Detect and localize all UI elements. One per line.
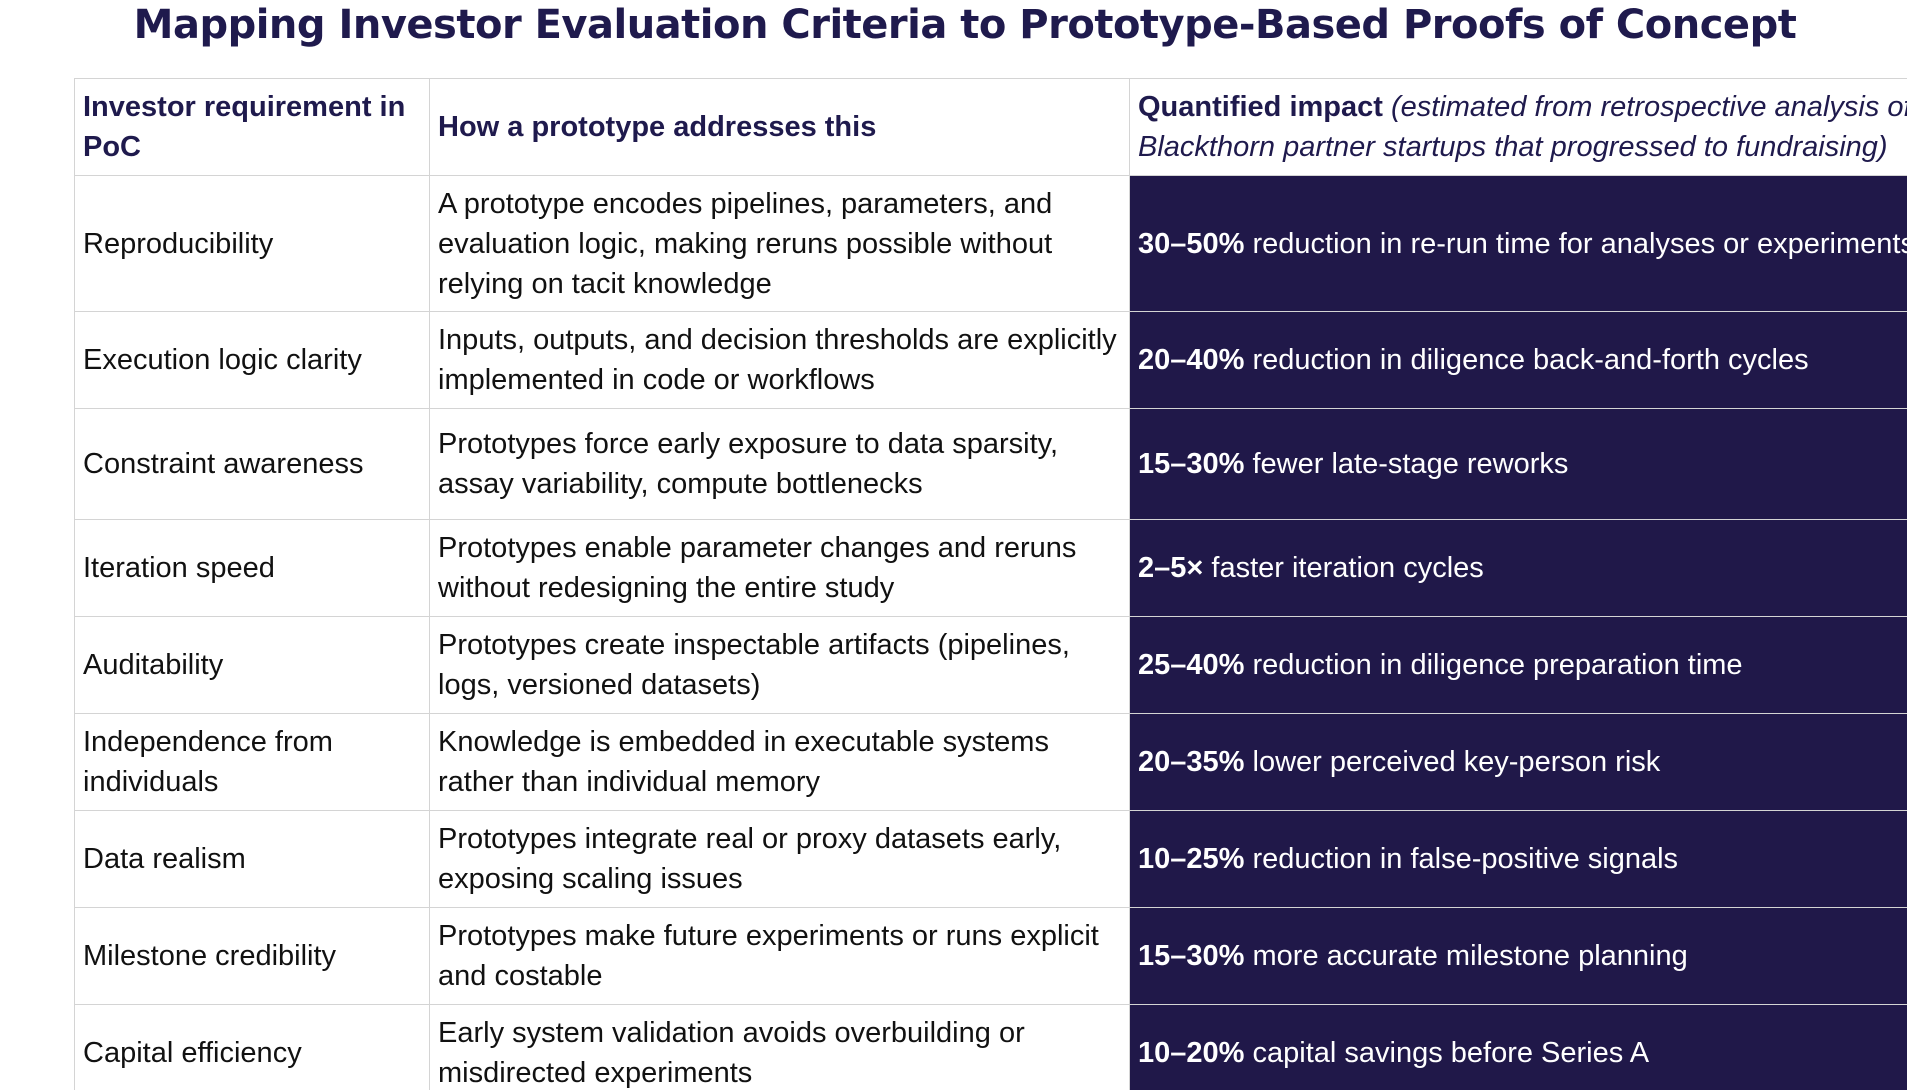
requirement-cell: Iteration speed [74, 519, 430, 617]
impact-value: 15–30% [1138, 940, 1245, 972]
impact-text: reduction in false-positive signals [1244, 843, 1679, 875]
table-row: Milestone credibility Prototypes make fu… [74, 907, 1907, 1005]
impact-cell: 20–40% reduction in diligence back-and-f… [1129, 311, 1907, 409]
header-how: How a prototype addresses this [429, 78, 1130, 176]
header-requirement: Investor requirement in PoC [74, 78, 430, 176]
impact-text: faster iteration cycles [1203, 552, 1484, 584]
impact-text: fewer late-stage reworks [1244, 448, 1569, 480]
page-title: Mapping Investor Evaluation Criteria to … [133, 2, 1797, 48]
how-cell: Prototypes enable parameter changes and … [429, 519, 1130, 617]
table-row: Iteration speed Prototypes enable parame… [74, 519, 1907, 617]
impact-text: lower perceived key-person risk [1244, 746, 1661, 778]
impact-cell: 15–30% fewer late-stage reworks [1129, 408, 1907, 520]
impact-cell: 2–5× faster iteration cycles [1129, 519, 1907, 617]
impact-cell: 10–20% capital savings before Series A [1129, 1004, 1907, 1090]
header-impact-note-1: (estimated from retrospective analysis o… [1390, 91, 1907, 123]
impact-cell: 30–50% reduction in re-run time for anal… [1129, 175, 1907, 312]
header-impact: Quantified impact (estimated from retros… [1129, 78, 1907, 176]
impact-value: 25–40% [1138, 649, 1245, 681]
table-row: Data realism Prototypes integrate real o… [74, 810, 1907, 908]
requirement-cell: Constraint awareness [74, 408, 430, 520]
header-impact-line2: Blackthorn partner startups that progres… [1138, 127, 1907, 167]
impact-text: capital savings before Series A [1244, 1037, 1650, 1069]
table-row: Independence from individuals Knowledge … [74, 713, 1907, 811]
impact-value: 10–20% [1138, 1037, 1245, 1069]
table-row: Capital efficiency Early system validati… [74, 1004, 1907, 1090]
criteria-table: Investor requirement in PoC How a protot… [74, 78, 1907, 1090]
requirement-cell: Milestone credibility [74, 907, 430, 1005]
impact-cell: 25–40% reduction in diligence preparatio… [1129, 616, 1907, 714]
table-header-row: Investor requirement in PoC How a protot… [74, 78, 1907, 176]
impact-value: 30–50% [1138, 227, 1245, 260]
how-cell: Prototypes make future experiments or ru… [429, 907, 1130, 1005]
header-impact-bold: Quantified impact [1138, 91, 1383, 123]
how-cell: Knowledge is embedded in executable syst… [429, 713, 1130, 811]
table-row: Auditability Prototypes create inspectab… [74, 616, 1907, 714]
how-cell: Prototypes integrate real or proxy datas… [429, 810, 1130, 908]
how-cell: Early system validation avoids overbuild… [429, 1004, 1130, 1090]
impact-cell: 15–30% more accurate milestone planning [1129, 907, 1907, 1005]
impact-cell: 20–35% lower perceived key-person risk [1129, 713, 1907, 811]
how-cell: Inputs, outputs, and decision thresholds… [429, 311, 1130, 409]
header-impact-note-2: Blackthorn partner startups that progres… [1138, 131, 1888, 163]
impact-text: reduction in re-run time for analyses or… [1244, 227, 1907, 260]
impact-value: 2–5× [1138, 552, 1204, 584]
impact-text: more accurate milestone planning [1244, 940, 1688, 972]
requirement-cell: Reproducibility [74, 175, 430, 312]
table-row: Execution logic clarity Inputs, outputs,… [74, 311, 1907, 409]
impact-value: 20–40% [1138, 344, 1245, 376]
requirement-cell: Data realism [74, 810, 430, 908]
impact-cell: 10–25% reduction in false-positive signa… [1129, 810, 1907, 908]
how-cell: Prototypes force early exposure to data … [429, 408, 1130, 520]
requirement-cell: Independence from individuals [74, 713, 430, 811]
header-impact-line1: Quantified impact (estimated from retros… [1138, 87, 1907, 127]
impact-text: reduction in diligence preparation time [1244, 649, 1743, 681]
requirement-cell: Capital efficiency [74, 1004, 430, 1090]
how-cell: A prototype encodes pipelines, parameter… [429, 175, 1130, 312]
impact-value: 15–30% [1138, 448, 1245, 480]
requirement-cell: Execution logic clarity [74, 311, 430, 409]
impact-value: 20–35% [1138, 746, 1245, 778]
impact-value: 10–25% [1138, 843, 1245, 875]
how-cell: Prototypes create inspectable artifacts … [429, 616, 1130, 714]
table-row: Constraint awareness Prototypes force ea… [74, 408, 1907, 520]
table-row: Reproducibility A prototype encodes pipe… [74, 175, 1907, 312]
requirement-cell: Auditability [74, 616, 430, 714]
impact-text: reduction in diligence back-and-forth cy… [1244, 344, 1809, 376]
